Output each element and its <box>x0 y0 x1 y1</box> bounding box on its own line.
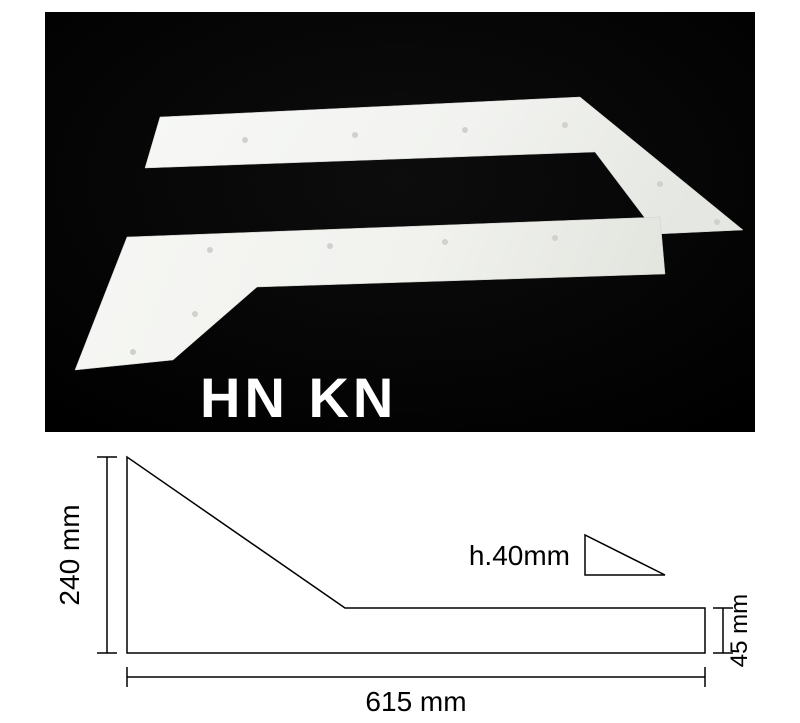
dimension-width-label: 615 mm <box>365 686 466 715</box>
mounting-hole <box>327 243 333 249</box>
mounting-hole <box>242 137 248 143</box>
dimension-diagram-panel: 615 mm 240 mm 45 mm h.40mm <box>45 445 755 715</box>
product-photo-panel: HN KN <box>45 12 755 432</box>
bracket-outline <box>127 457 705 653</box>
mounting-hole <box>562 122 568 128</box>
product-photo-svg: HN KN <box>45 12 755 432</box>
mounting-hole <box>207 247 213 253</box>
dimension-height-label: 240 mm <box>54 504 85 605</box>
dimension-diagram-svg: 615 mm 240 mm 45 mm h.40mm <box>45 445 755 715</box>
mounting-hole <box>462 127 468 133</box>
mounting-hole <box>552 235 558 241</box>
mounting-hole <box>442 239 448 245</box>
watermark-text: HN KN <box>200 366 397 429</box>
dimension-width <box>127 667 705 687</box>
page: HN KN 615 mm 240 mm <box>0 0 800 723</box>
mounting-hole <box>352 132 358 138</box>
mounting-hole <box>192 311 198 317</box>
mounting-hole <box>130 349 136 355</box>
dimension-small-height-label: 45 mm <box>726 594 753 667</box>
mounting-hole <box>657 181 663 187</box>
mounting-hole <box>714 219 720 225</box>
dimension-height <box>97 457 117 653</box>
depth-triangle <box>585 535 665 575</box>
depth-label: h.40mm <box>469 540 570 571</box>
